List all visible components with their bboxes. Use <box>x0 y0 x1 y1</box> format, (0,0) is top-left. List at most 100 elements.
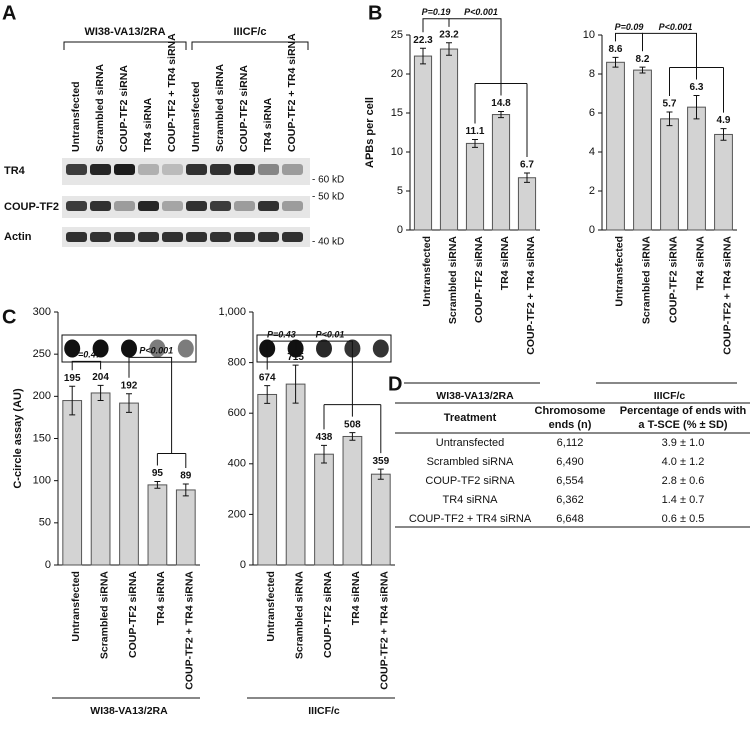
group-label: IIICF/c <box>233 26 266 38</box>
blot-band <box>90 164 111 175</box>
dot-blot-spot <box>372 339 389 358</box>
row-label: Actin <box>4 231 32 243</box>
y-tick-label: 1,000 <box>218 306 246 318</box>
x-tick-label: Scrambled siRNA <box>447 236 459 325</box>
y-tick-label: 150 <box>33 432 51 444</box>
y-tick-label: 300 <box>33 306 51 318</box>
size-marker: - 60 kD <box>312 175 344 186</box>
dot-blot-spot <box>177 339 194 358</box>
bar <box>439 48 459 231</box>
value-label: 359 <box>372 456 389 467</box>
bar <box>147 484 168 566</box>
blot-band <box>162 232 183 242</box>
panel-label: D <box>388 373 402 395</box>
error-bar <box>420 47 426 65</box>
x-tick-label: Untransfected <box>421 236 433 307</box>
blot-band <box>114 232 135 242</box>
dot-blot-spot <box>64 339 81 358</box>
p-value: P=0.47 <box>72 350 102 360</box>
blot-band <box>66 201 87 211</box>
bar <box>257 393 278 566</box>
blot-band <box>258 201 279 211</box>
error-bar <box>666 111 673 127</box>
y-tick-label: 100 <box>33 475 51 487</box>
blot-band <box>114 201 135 211</box>
significance-bracket <box>71 360 102 371</box>
y-tick-label: 200 <box>228 508 246 520</box>
table-cell: COUP-TF2 + TR4 siRNA <box>409 513 532 525</box>
x-tick-label: TR4 siRNA <box>350 571 362 626</box>
bar <box>714 133 733 231</box>
value-label: 8.2 <box>636 54 650 65</box>
bar <box>342 435 363 566</box>
blot-band <box>162 201 183 211</box>
y-tick-label: 25 <box>391 29 403 41</box>
lane-label: COUP-TF2 + TR4 siRNA <box>166 33 178 152</box>
value-label: 195 <box>64 373 81 384</box>
error-bar <box>154 481 161 489</box>
error-bar <box>97 384 104 402</box>
x-tick-label: Scrambled siRNA <box>640 236 652 325</box>
blot-band <box>186 164 207 175</box>
x-tick-label: COUP-TF2 siRNA <box>322 571 334 658</box>
x-tick-label: Scrambled siRNA <box>98 571 110 660</box>
error-bar <box>321 444 327 464</box>
x-tick-label: COUP-TF2 + TR4 siRNA <box>525 236 537 355</box>
lane-label: COUP-TF2 siRNA <box>238 65 250 152</box>
blot-band <box>138 232 159 242</box>
table-cell: 6,112 <box>557 437 584 449</box>
blot-band <box>234 232 255 242</box>
y-tick-label: 15 <box>391 107 403 119</box>
x-tick-label: TR4 siRNA <box>155 571 167 626</box>
blot-band <box>210 201 231 211</box>
table-cell: Scrambled siRNA <box>427 456 514 468</box>
y-tick-label: 20 <box>391 68 403 80</box>
blot-band <box>66 164 87 175</box>
y-tick-label: 250 <box>33 348 51 360</box>
x-tick-label: COUP-TF2 + TR4 siRNA <box>379 571 391 690</box>
blot-band <box>186 201 207 211</box>
blot-band <box>90 232 111 242</box>
lane-label: COUP-TF2 + TR4 siRNA <box>286 33 298 152</box>
blot-band <box>66 232 87 242</box>
p-value: P<0.001 <box>464 7 498 17</box>
blot-band <box>258 232 279 242</box>
table-header: ends (n) <box>549 419 592 431</box>
lane-label: Untransfected <box>190 81 202 152</box>
table-cell: 4.0 ± 1.2 <box>662 456 705 468</box>
y-tick-label: 2 <box>589 185 595 197</box>
dot-blot-spot <box>92 339 109 358</box>
error-bar <box>182 483 189 497</box>
error-bar <box>69 385 76 416</box>
row-label: TR4 <box>4 165 26 177</box>
value-label: 6.3 <box>690 82 704 93</box>
p-value: P<0.001 <box>139 346 173 356</box>
blot-band <box>90 201 111 211</box>
bar <box>285 383 306 566</box>
value-label: 508 <box>344 419 361 430</box>
lane-label: TR4 siRNA <box>262 97 274 152</box>
blot-band <box>234 164 255 175</box>
blot-band <box>234 201 255 211</box>
table-cell: 6,490 <box>556 456 584 468</box>
bar <box>90 392 111 566</box>
blot-band <box>162 164 183 175</box>
error-bar <box>126 393 132 413</box>
bar <box>465 142 485 231</box>
y-tick-label: 200 <box>33 390 51 402</box>
table-cell: 3.9 ± 1.0 <box>662 437 705 449</box>
table-header: Chromosome <box>535 405 606 417</box>
x-tick-label: COUP-TF2 siRNA <box>473 236 485 323</box>
x-tick-label: Untransfected <box>613 236 625 307</box>
table-cell: 6,362 <box>556 494 584 506</box>
x-tick-label: TR4 siRNA <box>694 236 706 291</box>
x-tick-label: TR4 siRNA <box>499 236 511 291</box>
value-label: 23.2 <box>439 29 459 40</box>
lane-label: Scrambled siRNA <box>214 63 226 152</box>
y-tick-label: 10 <box>391 146 403 158</box>
error-bar <box>524 172 530 183</box>
significance-bracket <box>295 340 382 454</box>
bar <box>370 473 391 566</box>
group-label: IIICF/c <box>308 705 340 717</box>
table-cell: Untransfected <box>436 437 504 449</box>
